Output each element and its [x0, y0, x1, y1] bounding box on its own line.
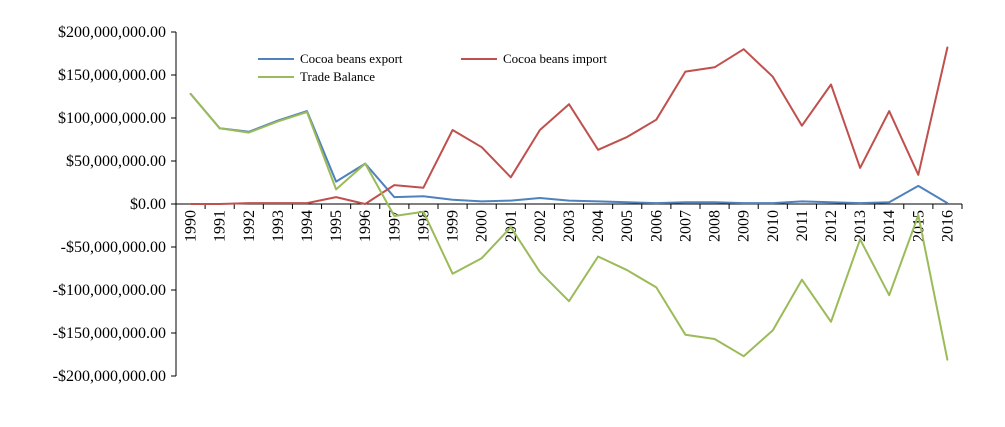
y-tick-label: -$50,000,000.00 — [61, 239, 166, 256]
x-tick-label: 1998 — [415, 210, 432, 242]
y-tick-label: $50,000,000.00 — [66, 153, 166, 170]
legend-label: Cocoa beans export — [300, 51, 403, 66]
x-tick-label: 2003 — [561, 210, 578, 242]
legend-label: Trade Balance — [300, 69, 375, 84]
series-line-cocoa-import — [189, 46, 949, 205]
y-tick-label: $200,000,000.00 — [58, 24, 166, 41]
legend: Cocoa beans export Cocoa beans import Trad… — [258, 51, 607, 84]
x-tick-label: 1990 — [183, 210, 200, 242]
y-tick-label: -$150,000,000.00 — [53, 325, 166, 342]
x-tick-label: 2013 — [852, 210, 869, 242]
y-tick-label: -$100,000,000.00 — [53, 282, 166, 299]
series-line-trade-balance — [189, 92, 949, 361]
y-tick-label: $0.00 — [130, 196, 166, 213]
x-tick-label: 2014 — [881, 210, 898, 242]
series-lines — [189, 46, 949, 361]
x-tick-label: 2008 — [707, 210, 724, 242]
series-line-cocoa-export — [189, 92, 949, 205]
x-tick-label: 2011 — [794, 210, 811, 241]
x-tick-label: 2012 — [823, 210, 840, 242]
x-tick-label: 1997 — [386, 210, 403, 242]
x-tick-label: 1993 — [270, 210, 287, 242]
y-axis: $200,000,000.00 $150,000,000.00 $100,000,0… — [53, 24, 177, 385]
x-tick-label: 1999 — [445, 210, 462, 242]
x-tick-label: 2009 — [736, 210, 753, 242]
x-tick-label: 2002 — [532, 210, 549, 242]
x-tick-label: 1995 — [328, 210, 345, 242]
y-tick-label: $100,000,000.00 — [58, 110, 166, 127]
x-tick-label: 2010 — [765, 210, 782, 242]
y-tick-label: -$200,000,000.00 — [53, 368, 166, 385]
x-tick-label: 2007 — [677, 210, 694, 242]
x-tick-label: 2006 — [648, 210, 665, 242]
x-axis: 1990 1991 1992 1993 1994 1995 1996 1997 1998 1999… — [175, 203, 963, 242]
x-tick-label: 1992 — [241, 210, 258, 242]
y-tick-label: $150,000,000.00 — [58, 67, 166, 84]
x-tick-label: 1996 — [357, 210, 374, 242]
x-tick-label: 1994 — [299, 210, 316, 242]
x-tick-label: 2000 — [474, 210, 491, 242]
x-tick-label: 1991 — [212, 210, 229, 242]
x-tick-label: 2004 — [590, 210, 607, 242]
legend-label: Cocoa beans import — [503, 51, 607, 66]
x-tick-label: 2005 — [619, 210, 636, 242]
x-tick-label: 2016 — [939, 210, 956, 242]
